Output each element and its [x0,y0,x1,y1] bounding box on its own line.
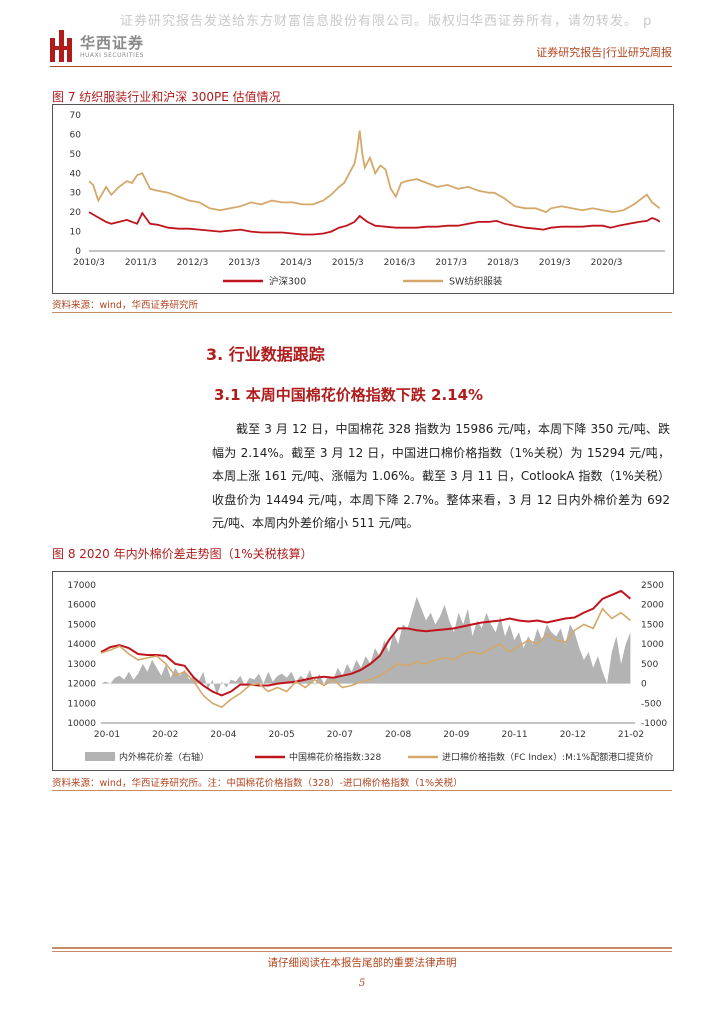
x-tick-label: 20-07 [327,730,353,740]
x-tick-label: 2011/3 [125,258,157,268]
x-tick-label: 2018/3 [487,258,519,268]
legend-label: 沪深300 [269,276,306,288]
y-tick-label: 40 [70,169,82,179]
x-tick-label: 20-02 [152,730,178,740]
x-tick-label: 20-11 [501,730,527,740]
series-area-0 [101,596,631,696]
y-right-tick-label: 0 [641,680,647,690]
y-right-tick-label: 2500 [641,581,664,591]
series-line-1 [100,589,632,697]
figure7-source: 资料来源：wind，华西证券研究所 [52,300,198,311]
huaxi-logo-icon [50,30,72,62]
y-right-tick-label: 500 [641,660,658,670]
y-tick-label: 13000 [67,660,96,670]
series-line-1 [88,130,661,214]
x-tick-label: 2019/3 [539,258,571,268]
x-tick-label: 21-02 [618,730,644,740]
x-tick-label: 2017/3 [435,258,467,268]
y-tick-label: 10 [70,228,82,238]
company-logo: 华西证券 HUAXI SECURITIES [50,30,170,64]
series-line-0 [88,211,661,236]
x-tick-label: 2010/3 [73,258,105,268]
figure8-svg: 1000011000120001300014000150001600017000… [67,581,667,763]
y-tick-label: 12000 [67,680,96,690]
x-tick-label: 20-08 [385,730,411,740]
y-right-tick-label: 2000 [641,601,664,611]
y-tick-label: 11000 [67,699,96,709]
figure7-svg: 0 10 20 30 40 50 60 70 2010/3 2011/3 2012/3 2013/3 2… [70,111,665,288]
y-tick-label: 10000 [67,719,96,729]
logo-en: HUAXI SECURITIES [80,52,144,59]
legal-notice: 请仔细阅读在本报告尾部的重要法律声明 [267,957,457,969]
legend-label: 中国棉花价格指数:328 [289,751,381,763]
figure8-source: 资料来源：wind，华西证券研究所。注：中国棉花价格指数（328）-进口棉价格指… [52,778,463,789]
y-tick-label: 16000 [67,601,96,611]
logo-cn: 华西证券 [80,34,145,52]
x-tick-label: 20-09 [443,730,469,740]
y-right-tick-label: -1000 [641,719,667,729]
report-type: 证券研究报告|行业研究周报 [536,46,672,59]
y-tick-label: 0 [75,247,81,257]
body-paragraph: 截至 3 月 12 日，中国棉花 328 指数为 15986 元/吨，本周下降 … [212,422,670,530]
legend-label: 进口棉价格指数（FC Index）:M:1%配额港口提货价 [442,751,653,763]
y-right-tick-label: 1000 [641,640,664,650]
legend-label: SW纺织服装 [449,276,503,288]
y-tick-label: 15000 [67,620,96,630]
y-tick-label: 50 [70,150,82,160]
y-tick-label: 60 [70,130,82,140]
y-tick-label: 20 [70,208,82,218]
figure8-title: 图 8 2020 年内外棉价差走势图（1%关税核算） [52,547,313,561]
watermark: 证券研究报告发送给东方财富信息股份有限公司。版权归华西证券所有，请勿转发。 p [120,14,653,29]
x-tick-label: 2012/3 [177,258,209,268]
x-tick-label: 20-04 [210,730,236,740]
x-tick-label: 2014/3 [280,258,312,268]
legend: 内外棉花价差（右轴） 中国棉花价格指数:328 进口棉价格指数（FC Index）:… [85,751,653,763]
legend-label: 内外棉花价差（右轴） [119,751,209,763]
x-tick-label: 20-01 [94,730,120,740]
x-tick-label: 2013/3 [228,258,260,268]
x-tick-label: 2015/3 [332,258,364,268]
figure7-title: 图 7 纺织服装行业和沪深 300PE 估值情况 [52,90,281,104]
y-tick-label: 14000 [67,640,96,650]
figure7-source-rule [52,312,672,313]
x-tick-label: 20-12 [560,730,586,740]
y-tick-label: 70 [70,111,82,121]
y-right-tick-label: 1500 [641,620,664,630]
section-title: 3. 行业数据跟踪 [206,345,325,364]
x-tick-label: 2020/3 [591,258,623,268]
figure8-source-rule [52,790,672,791]
section-subtitle: 3.1 本周中国棉花价格指数下跌 2.14% [214,386,484,404]
footer-rule [52,947,672,949]
figure8-chart: 10000 11000 12000 13000 14000 15000 16000 17000… [52,571,674,771]
figure7-chart: 0 10 20 30 40 50 60 70 2010/3 2011/3 2012/3 2013/3 2… [52,104,674,294]
footer-rule-thin [52,951,672,952]
series-line-2 [100,607,631,709]
y-tick-label: 17000 [67,581,96,591]
header-rule [50,66,672,67]
x-tick-label: 2016/3 [384,258,416,268]
legend-swatch [85,752,115,761]
x-tick-label: 20-05 [269,730,295,740]
y-right-tick-label: -500 [641,699,662,709]
y-tick-label: 30 [70,189,82,199]
page-number: 5 [358,978,366,989]
